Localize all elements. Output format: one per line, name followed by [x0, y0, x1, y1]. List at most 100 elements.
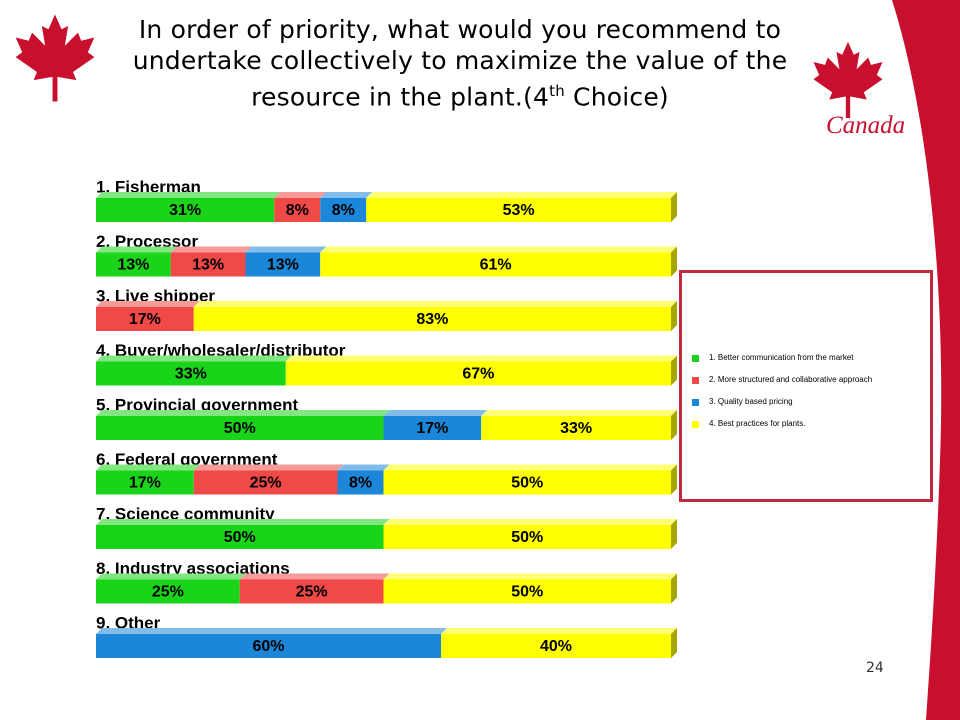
category-label: 4. Buyer/wholesaler/distributor	[96, 341, 346, 360]
title-superscript: th	[549, 82, 565, 100]
bar-end-face	[671, 573, 677, 604]
bar-segment-top	[96, 573, 246, 580]
data-label: 25%	[296, 584, 328, 601]
bar-segment	[96, 252, 171, 277]
page-number: 24	[866, 660, 884, 676]
data-label: 61%	[480, 257, 512, 274]
data-label: 13%	[117, 257, 149, 274]
category-label: 7. Science community	[96, 504, 275, 523]
canada-wordmark: Canada	[826, 112, 906, 139]
bar-segment	[383, 525, 671, 549]
bar-segment	[320, 198, 367, 222]
bar-end-face	[671, 410, 677, 440]
bar-segment-top	[383, 519, 677, 525]
bar-segment-top	[96, 355, 292, 362]
data-label: 53%	[503, 202, 535, 219]
data-label: 17%	[129, 475, 161, 492]
title-main: In order of priority, what would you rec…	[132, 15, 788, 112]
bar-segment	[285, 361, 671, 386]
legend-swatch	[692, 399, 699, 406]
bar-segment	[96, 579, 240, 604]
bar-end-face	[671, 519, 677, 549]
category-label: 1. Fisherman	[96, 177, 201, 196]
bar-segment-top	[383, 464, 677, 471]
chart-legend: 1. Better communication from the market 2…	[679, 270, 933, 502]
data-label: 31%	[169, 202, 201, 219]
bar-segment-top	[193, 464, 344, 471]
data-label: 17%	[129, 311, 161, 328]
bar-segment-top	[96, 246, 177, 253]
bar-segment	[383, 416, 482, 440]
bar-segment	[274, 198, 321, 222]
bar-segment-top	[245, 246, 327, 253]
bar-segment	[481, 416, 671, 440]
bar-segment-top	[274, 192, 327, 198]
bar-segment-top	[383, 573, 677, 580]
bar-segment	[193, 307, 671, 331]
bar-segment-top	[337, 464, 390, 471]
bar-segment	[383, 579, 671, 604]
data-label: 40%	[540, 638, 572, 655]
legend-label: 3. Quality based pricing	[709, 397, 793, 406]
data-label: 50%	[224, 529, 256, 546]
data-label: 8%	[286, 202, 309, 219]
bar-end-face	[671, 628, 677, 658]
bar-segment	[441, 634, 671, 658]
maple-leaf-right-icon	[813, 41, 883, 119]
category-label: 9. Other	[96, 613, 161, 632]
bar-segment	[96, 416, 384, 440]
bar-segment-top	[366, 192, 677, 198]
bar-segment-top	[441, 628, 677, 634]
category-label: 8. Industry associations	[96, 559, 290, 578]
bar-segment	[96, 307, 194, 331]
bar-segment-top	[96, 628, 447, 634]
legend-label: 4. Best practices for plants.	[709, 419, 806, 428]
bar-segment	[383, 470, 671, 495]
category-label: 2. Processor	[96, 232, 198, 251]
red-swoosh	[892, 0, 960, 720]
data-label: 60%	[252, 638, 284, 655]
bar-segment	[239, 579, 384, 604]
category-label: 3. Live shipper	[96, 286, 215, 305]
bar-end-face	[671, 192, 677, 222]
bar-segment-top	[320, 246, 677, 253]
data-label: 50%	[511, 475, 543, 492]
category-label: 6. Federal government	[96, 450, 278, 469]
data-label: 67%	[462, 366, 494, 383]
bar-segment-top	[481, 410, 677, 416]
data-label: 50%	[511, 584, 543, 601]
bar-segment	[193, 470, 338, 495]
legend-swatch	[692, 421, 699, 428]
bar-segment-top	[96, 192, 281, 198]
bar-segment-top	[170, 246, 252, 253]
legend-label: 2. More structured and collaborative app…	[709, 375, 873, 384]
bar-segment-top	[193, 301, 677, 307]
bar-segment-top	[96, 410, 390, 416]
bar-segment	[96, 198, 275, 222]
data-label: 17%	[416, 420, 448, 437]
bar-segment-top	[96, 519, 390, 525]
bar-end-face	[671, 246, 677, 277]
bar-end-face	[671, 464, 677, 495]
bar-segment-top	[96, 301, 200, 307]
data-label: 25%	[152, 584, 184, 601]
bar-segment	[320, 252, 671, 277]
data-label: 33%	[175, 366, 207, 383]
bar-segment	[366, 198, 671, 222]
bar-segment	[96, 634, 441, 658]
bar-segment	[170, 252, 246, 277]
data-label: 8%	[332, 202, 355, 219]
bar-segment	[245, 252, 321, 277]
bar-segment	[96, 525, 384, 549]
data-label: 13%	[267, 257, 299, 274]
data-label: 8%	[349, 475, 372, 492]
bar-segment	[96, 470, 194, 495]
legend-swatch	[692, 377, 699, 384]
data-label: 13%	[192, 257, 224, 274]
data-label: 50%	[224, 420, 256, 437]
category-label: 5. Provincial government	[96, 395, 299, 414]
bar-segment-top	[96, 464, 200, 471]
bar-segment-top	[383, 410, 488, 416]
data-label: 50%	[511, 529, 543, 546]
